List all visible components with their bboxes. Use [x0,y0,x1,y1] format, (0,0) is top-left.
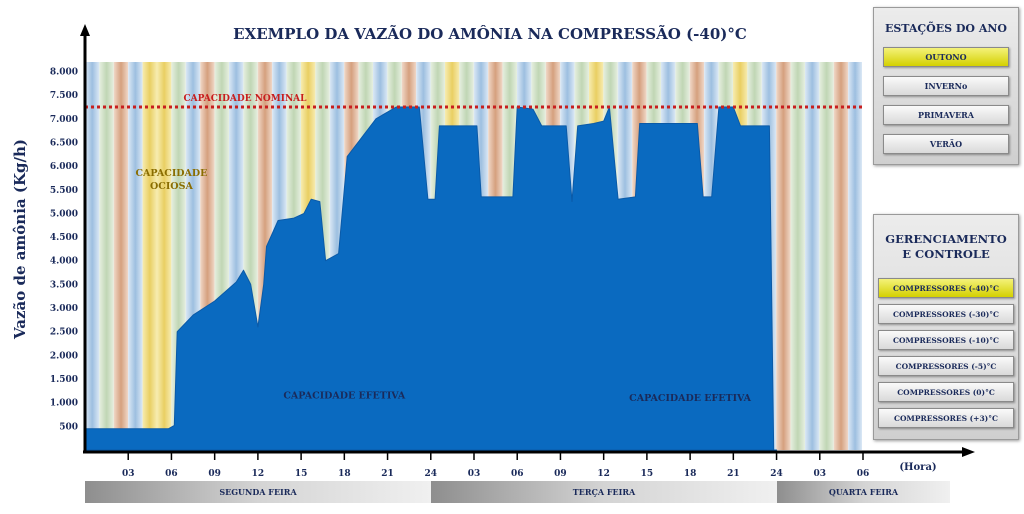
day-bar-wednesday: QUARTA FEIRA [777,481,950,503]
x-tick-label: 09 [554,469,567,479]
x-tick-label: 06 [165,469,178,479]
x-tick-label: 06 [857,469,870,479]
season-button-winter[interactable]: INVERNo [883,76,1009,96]
background-stripe [113,62,129,450]
compressor-button-plus3[interactable]: COMPRESSORES (+3)°C [878,408,1014,428]
background-stripe [805,62,820,450]
y-tick-label: 1.500 [50,375,78,385]
compressor-button-minus5[interactable]: COMPRESSORES (-5)°C [878,356,1014,376]
background-stripe [142,62,157,450]
x-tick-label: 18 [684,469,697,479]
compressor-button-minus10[interactable]: COMPRESSORES (-10)°C [878,330,1014,350]
management-panel: GERENCIAMENTO E CONTROLE COMPRESSORES (-… [873,214,1019,440]
nominal-capacity-line: CAPACIDADE NOMINAL [85,94,863,109]
nominal-capacity-label: CAPACIDADE NOMINAL [184,94,308,104]
y-tick-label: 3.000 [50,304,78,314]
background-stripe [833,62,849,450]
background-stripe [819,62,834,450]
x-axis-arrow [962,447,975,457]
x-tick-label: 15 [295,469,308,479]
y-tick-label: 4.500 [50,233,78,243]
y-axis-ticks: 500 1.000 1.500 2.000 2.500 3.000 3.500 4.000 4.… [50,67,78,432]
y-tick-label: 7.500 [50,91,78,101]
y-tick-label: 3.500 [50,280,78,290]
effective-capacity-label: CAPACIDADE EFETIVA [283,391,406,402]
seasons-panel-title: ESTAÇÕES DO ANO [884,22,1008,35]
chart-annotations: CAPACIDADE OCIOSA CAPACIDADE EFETIVA CAPACI… [136,168,752,404]
x-tick-label: 12 [597,469,610,479]
effective-capacity-label: CAPACIDADE EFETIVA [629,393,752,404]
y-tick-label: 6.500 [50,138,78,148]
x-tick-label: 12 [252,469,265,479]
y-tick-label: 4.000 [50,257,78,267]
x-axis-label: (Hora) [899,462,936,473]
season-button-autumn[interactable]: OUTONO [883,47,1009,67]
idle-capacity-label: CAPACIDADE OCIOSA [136,168,208,192]
x-tick-label: 09 [208,469,221,479]
background-stripe [848,62,862,450]
x-tick-label: 21 [727,469,740,479]
y-tick-label: 5.000 [50,209,78,219]
management-panel-title: GERENCIAMENTO E CONTROLE [874,232,1018,262]
background-stripe [99,62,114,450]
background-stripe [157,62,172,450]
day-bar-monday: SEGUNDA FEIRA [85,481,431,503]
y-tick-label: 8.000 [50,67,78,77]
effective-capacity-series [84,106,778,451]
background-stripe [128,62,143,450]
y-tick-label: 2.000 [50,351,78,361]
management-title-line2: E CONTROLE [902,247,990,261]
effective-capacity-area [84,106,778,451]
background-stripe [85,62,100,450]
x-tick-label: 03 [122,469,135,479]
y-tick-label: 500 [59,422,78,432]
y-tick-label: 1.000 [50,399,78,409]
compressor-button-minus30[interactable]: COMPRESSORES (-30)°C [878,304,1014,324]
compressor-button-zero[interactable]: COMPRESSORES (0)°C [878,382,1014,402]
x-tick-label: 06 [511,469,524,479]
y-tick-label: 5.500 [50,186,78,196]
x-axis-ticks: 03 06 09 12 15 18 21 24 03 06 09 12 15 18 21 24 03 06 [122,452,869,479]
y-axis-arrow [80,24,90,36]
chart-axes: (Hora) [80,24,975,473]
background-stripe [790,62,805,450]
y-tick-label: 2.500 [50,328,78,338]
seasons-panel: ESTAÇÕES DO ANO OUTONO INVERNo PRIMAVERA… [873,7,1019,165]
season-button-summer[interactable]: VERÃO [883,134,1009,154]
x-tick-label: 18 [338,469,351,479]
compressor-button-minus40[interactable]: COMPRESSORES (-40)°C [878,278,1014,298]
x-tick-label: 24 [770,469,783,479]
y-tick-label: 7.000 [50,115,78,125]
x-tick-label: 03 [468,469,481,479]
x-tick-label: 21 [381,469,394,479]
background-stripe [776,62,791,450]
management-title-line1: GERENCIAMENTO [885,232,1007,246]
season-button-spring[interactable]: PRIMAVERA [883,105,1009,125]
x-tick-label: 03 [814,469,827,479]
chart-title: EXEMPLO DA VAZÃO DO AMÔNIA NA COMPRESSÃO… [233,25,747,43]
x-tick-label: 15 [641,469,654,479]
day-bar-tuesday: TERÇA FEIRA [431,481,777,503]
x-tick-label: 24 [425,469,438,479]
y-tick-label: 6.000 [50,162,78,172]
